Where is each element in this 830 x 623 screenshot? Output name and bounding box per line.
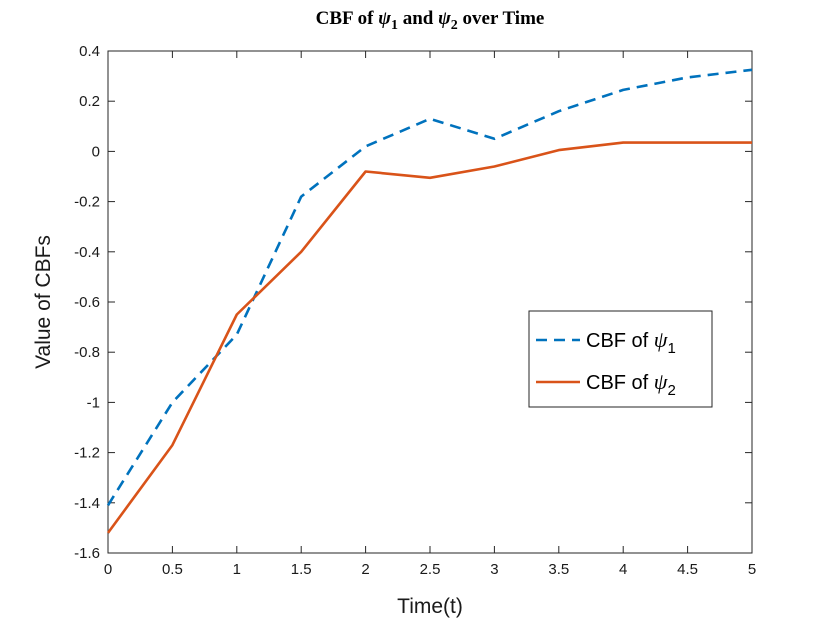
title-psi-symbol: ψ (378, 8, 391, 29)
series-line-2 (106, 141, 752, 534)
x-tick-label: 0.5 (162, 561, 183, 578)
legend-label-series-2: CBF of ψ2 (586, 369, 676, 399)
y-axis-ticks: -1.6 -1.4 -1.2 -1 -0.8 -0.6 -0.4 -0.2 0 0.2 0.4 (74, 43, 752, 562)
legend-label-1-prefix: CBF of (586, 330, 654, 352)
legend-label-2-symbol: ψ (654, 369, 668, 394)
title-suffix: over Time (458, 8, 545, 29)
title-psi-symbol-2: ψ (438, 8, 451, 29)
y-axis-title: Value of CBFs (32, 235, 55, 369)
x-tick-label: 4 (619, 561, 627, 578)
title-middle: and (398, 8, 438, 29)
title-subscript-2: 2 (451, 18, 458, 33)
y-tick-label: -1 (87, 394, 100, 411)
y-tick-label: -1.4 (74, 495, 100, 512)
y-tick-label: -0.2 (74, 194, 100, 211)
x-tick-label: 3 (490, 561, 498, 578)
y-tick-label: 0 (92, 143, 100, 160)
x-tick-label: 4.5 (677, 561, 698, 578)
axes-box (107, 50, 753, 554)
chart-title: CBF of ψ1 and ψ2 over Time (316, 8, 545, 33)
y-tick-label: -1.6 (74, 545, 100, 562)
x-tick-label: 3.5 (548, 561, 569, 578)
legend-label-1-sub: 1 (667, 340, 675, 357)
legend: CBF of ψ1 CBF of ψ2 (528, 310, 713, 408)
plot-area (107, 50, 753, 554)
y-tick-label: -0.8 (74, 344, 100, 361)
title-subscript-1: 1 (391, 18, 398, 33)
x-tick-label: 1 (233, 561, 241, 578)
x-tick-label: 2.5 (420, 561, 441, 578)
y-tick-label: -0.4 (74, 244, 100, 261)
legend-label-2-prefix: CBF of (586, 372, 654, 394)
legend-label-1-symbol: ψ (654, 327, 668, 352)
y-tick-label: 0.2 (79, 93, 100, 110)
legend-label-series-1: CBF of ψ1 (586, 327, 676, 357)
legend-label-2-sub: 2 (667, 382, 675, 399)
x-tick-label: 0 (104, 561, 112, 578)
legend-box (528, 310, 713, 408)
y-tick-label: -0.6 (74, 294, 100, 311)
x-axis-title: Time(t) (397, 595, 463, 618)
series-line-1 (106, 68, 753, 506)
x-axis-ticks: 0 0.5 1 1.5 2 2.5 3 3.5 4 4.5 5 (104, 51, 756, 578)
x-tick-label: 1.5 (291, 561, 312, 578)
y-tick-label: -1.2 (74, 445, 100, 462)
x-tick-label: 2 (361, 561, 369, 578)
title-prefix: CBF of (316, 8, 379, 29)
series-layer (106, 68, 753, 534)
x-tick-label: 5 (748, 561, 756, 578)
y-tick-label: 0.4 (79, 43, 100, 60)
